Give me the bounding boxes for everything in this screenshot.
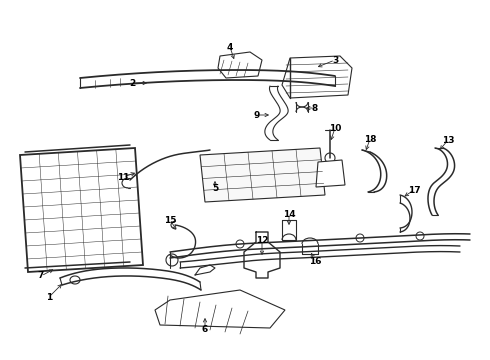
Text: 12: 12	[256, 235, 268, 244]
Text: 16: 16	[309, 257, 321, 266]
Text: 15: 15	[164, 216, 176, 225]
Text: 9: 9	[254, 111, 260, 120]
Text: 18: 18	[364, 135, 376, 144]
Text: 1: 1	[46, 292, 52, 302]
Text: 17: 17	[408, 185, 420, 194]
Text: 14: 14	[283, 210, 295, 219]
Polygon shape	[20, 148, 143, 272]
Polygon shape	[282, 56, 352, 98]
Text: 7: 7	[38, 271, 44, 280]
Text: 4: 4	[227, 42, 233, 51]
Text: 6: 6	[202, 325, 208, 334]
Text: 3: 3	[332, 55, 338, 64]
Text: 5: 5	[212, 184, 218, 193]
Polygon shape	[316, 160, 345, 187]
Text: 13: 13	[442, 135, 454, 144]
Polygon shape	[155, 290, 285, 328]
Text: 10: 10	[329, 123, 341, 132]
Polygon shape	[200, 148, 325, 202]
Text: 2: 2	[129, 78, 135, 87]
Polygon shape	[218, 52, 262, 78]
Text: 11: 11	[117, 172, 129, 181]
Text: 8: 8	[312, 104, 318, 113]
